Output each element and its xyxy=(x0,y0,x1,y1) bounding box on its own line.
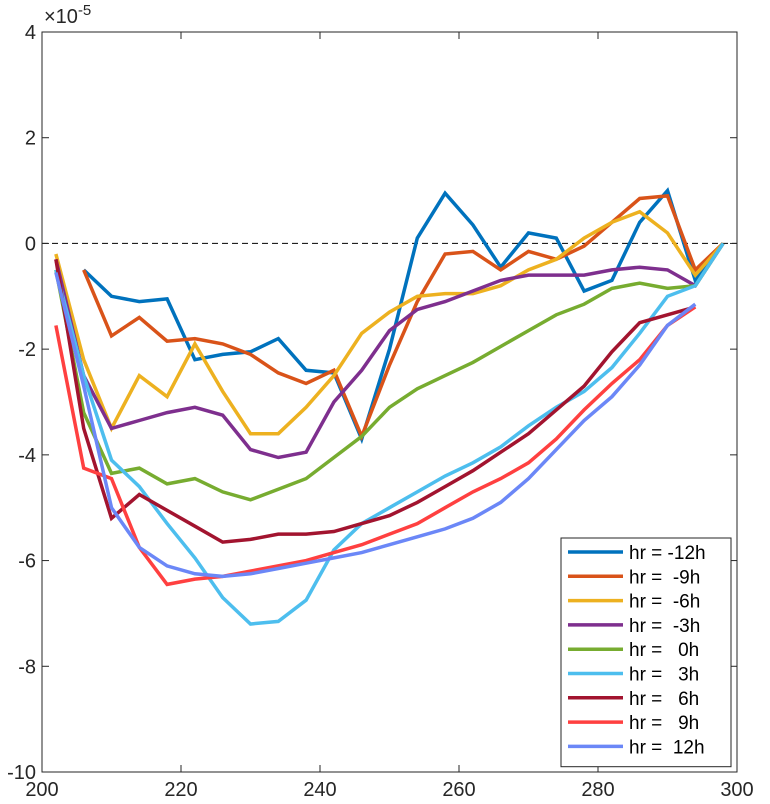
legend-label: hr = 0h xyxy=(629,640,699,661)
y-tick-label: 4 xyxy=(25,22,36,44)
legend-label: hr = 6h xyxy=(629,689,699,710)
series-line-5 xyxy=(54,242,725,626)
series-line-2 xyxy=(54,209,725,436)
y-tick-label: -8 xyxy=(18,656,36,678)
series-layer xyxy=(42,187,737,626)
legend-label: hr = -9h xyxy=(629,567,700,588)
y-tick-label: -6 xyxy=(18,551,36,573)
x-tick-label: 240 xyxy=(303,779,336,801)
series-line-6 xyxy=(54,259,696,544)
axes: 200 220 240 260 280 300 -10 -8 -6 -4 -2 0 2 4 ×10-5 xyxy=(7,2,754,801)
legend-label: hr = -12h xyxy=(629,543,706,564)
series-line-8 xyxy=(54,272,697,579)
plot-frame xyxy=(41,31,738,773)
series-line-3 xyxy=(54,242,725,460)
legend: hr = -12h hr = -9h hr = -6h hr = -3h hr = 0h… xyxy=(560,537,732,768)
legend-label: hr = 12h xyxy=(629,737,705,758)
x-tick-label: 200 xyxy=(25,779,58,801)
y-tick-label: -2 xyxy=(18,339,36,361)
x-tick-label: 280 xyxy=(581,779,614,801)
y-tick-label: -4 xyxy=(18,445,36,467)
y-tick-label: -10 xyxy=(7,762,36,784)
y-tick-label: 2 xyxy=(25,128,36,150)
x-tick-label: 300 xyxy=(720,779,753,801)
x-tick-label: 220 xyxy=(164,779,197,801)
legend-label: hr = 3h xyxy=(629,665,699,686)
y-tick-label: 0 xyxy=(25,233,36,255)
series-line-7 xyxy=(54,305,697,587)
legend-label: hr = 9h xyxy=(629,713,699,734)
legend-label: hr = -3h xyxy=(629,616,700,637)
series-line-4 xyxy=(54,242,725,502)
x-tick-label: 260 xyxy=(442,779,475,801)
series-line-0 xyxy=(82,187,725,445)
y-exponent-label: ×10-5 xyxy=(44,2,91,28)
legend-label: hr = -6h xyxy=(629,592,700,613)
series-line-1 xyxy=(82,194,725,442)
